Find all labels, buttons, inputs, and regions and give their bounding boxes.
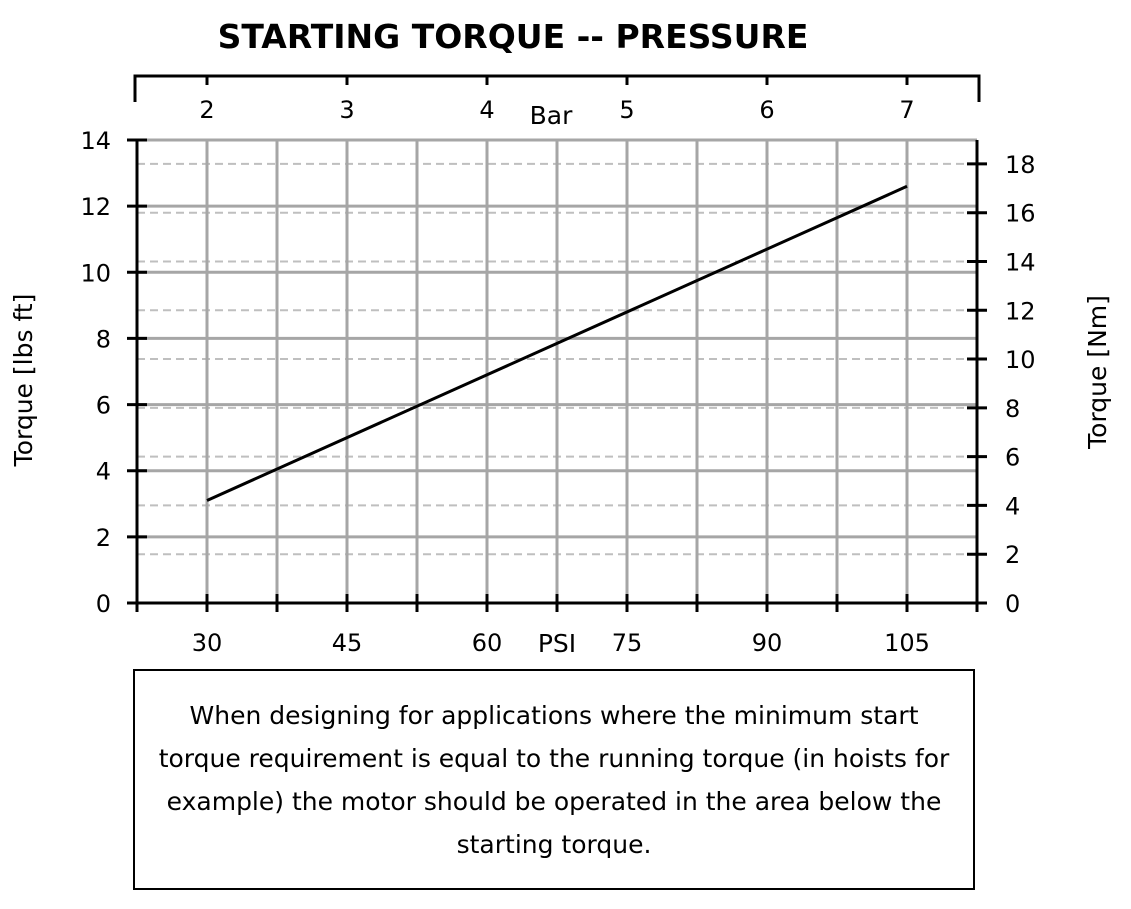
grid — [137, 138, 977, 603]
y2-tick-label: 4 — [1005, 492, 1020, 520]
y2-tick-label: 12 — [1005, 297, 1036, 325]
x-tick-label: 75 — [612, 629, 643, 657]
y-axis-label: Torque [lbs ft] — [9, 294, 38, 468]
y2-axis-label: Torque [Nm] — [1083, 295, 1112, 450]
x2-tick-label: 5 — [619, 96, 634, 124]
x-tick-label: 90 — [752, 629, 783, 657]
series — [206, 184, 908, 502]
x-tick-label: 105 — [884, 629, 930, 657]
y-tick-label: 4 — [96, 458, 111, 486]
x-tick-label: 60 — [472, 629, 503, 657]
y-tick-label: 10 — [80, 259, 111, 287]
x2-axis-label: Bar — [530, 101, 573, 130]
x2-tick-label: 3 — [339, 96, 354, 124]
y-tick-label: 6 — [96, 392, 111, 420]
y2-tick-label: 8 — [1005, 395, 1020, 423]
x2-tick-label: 2 — [199, 96, 214, 124]
y2-tick-label: 18 — [1005, 151, 1036, 179]
x2-axis-line — [133, 74, 981, 102]
y-tick-label: 0 — [96, 590, 111, 618]
design-note: When designing for applications where th… — [133, 669, 975, 890]
y-tick-label: 14 — [80, 127, 111, 155]
y2-tick-label: 0 — [1005, 590, 1020, 618]
y-tick-label: 2 — [96, 524, 111, 552]
y-tick-label: 8 — [96, 325, 111, 353]
x-tick-label: 30 — [192, 629, 223, 657]
y2-tick-label: 14 — [1005, 248, 1036, 276]
chart-title: STARTING TORQUE -- PRESSURE — [218, 17, 809, 56]
y2-tick-label: 16 — [1005, 200, 1036, 228]
x2-tick-label: 6 — [759, 96, 774, 124]
x-axis-label: PSI — [538, 629, 576, 658]
x2-tick-label: 4 — [479, 96, 494, 124]
y2-tick-label: 2 — [1005, 541, 1020, 569]
y2-tick-label: 6 — [1005, 444, 1020, 472]
y-tick-label: 12 — [80, 193, 111, 221]
x-tick-label: 45 — [332, 629, 363, 657]
series-line — [206, 184, 908, 502]
y2-tick-label: 10 — [1005, 346, 1036, 374]
x2-tick-label: 7 — [899, 96, 914, 124]
